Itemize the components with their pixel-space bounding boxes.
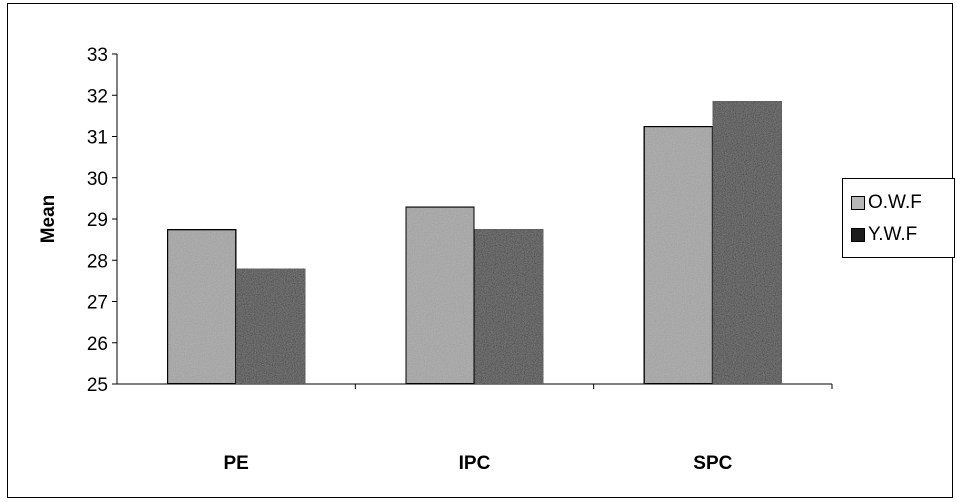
legend: O.W.F Y.W.F <box>842 178 955 258</box>
bar-owf-pe <box>166 228 238 385</box>
bar-owf-ipc <box>404 205 476 385</box>
legend-item-owf: O.W.F <box>851 191 922 215</box>
legend-swatch-owf <box>851 196 865 210</box>
y-tick-label: 29 <box>87 210 108 231</box>
y-tick-label: 33 <box>87 45 108 66</box>
y-tick-label: 32 <box>87 86 108 107</box>
y-tick-label: 28 <box>87 251 108 272</box>
bar-ywf-spc <box>711 100 783 385</box>
bar-ywf-ipc <box>473 228 545 385</box>
x-category-label: PE <box>223 453 248 474</box>
labels: 25 26 27 28 29 30 31 32 33 Mean PE IPC SPC <box>38 45 733 474</box>
y-tick-label: 31 <box>87 128 108 149</box>
legend-label-ywf: Y.W.F <box>868 224 918 245</box>
x-category-label: SPC <box>693 453 732 474</box>
y-tick-label: 27 <box>87 293 108 314</box>
x-category-label: IPC <box>459 453 491 474</box>
y-tick-label: 26 <box>87 334 108 355</box>
y-tick-label: 25 <box>87 375 108 396</box>
bar-owf-spc <box>642 125 714 385</box>
bar-ywf-pe <box>235 267 307 385</box>
legend-label-owf: O.W.F <box>868 192 922 213</box>
legend-swatch-ywf <box>851 228 865 242</box>
y-axis-label: Mean <box>38 195 59 244</box>
bars <box>166 100 783 385</box>
y-tick-label: 30 <box>87 169 108 190</box>
legend-item-ywf: Y.W.F <box>851 223 917 247</box>
